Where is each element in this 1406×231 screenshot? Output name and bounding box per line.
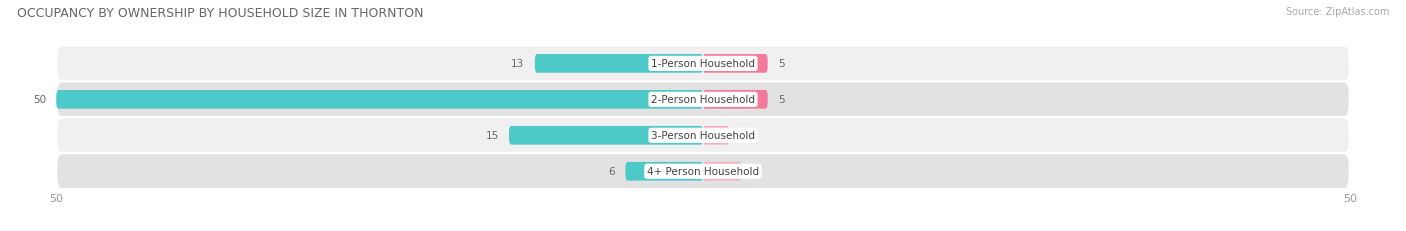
FancyBboxPatch shape	[56, 82, 1350, 118]
FancyBboxPatch shape	[534, 55, 703, 73]
FancyBboxPatch shape	[703, 126, 728, 145]
Text: 5: 5	[778, 95, 785, 105]
Text: 15: 15	[485, 131, 499, 141]
Text: 6: 6	[609, 167, 614, 176]
Text: 13: 13	[512, 59, 524, 69]
Text: 1-Person Household: 1-Person Household	[651, 59, 755, 69]
FancyBboxPatch shape	[509, 126, 703, 145]
Text: 3: 3	[752, 167, 759, 176]
Text: 5: 5	[778, 59, 785, 69]
Text: 3-Person Household: 3-Person Household	[651, 131, 755, 141]
FancyBboxPatch shape	[56, 91, 703, 109]
Text: 2: 2	[740, 131, 745, 141]
FancyBboxPatch shape	[703, 162, 742, 181]
Text: 4+ Person Household: 4+ Person Household	[647, 167, 759, 176]
Text: Source: ZipAtlas.com: Source: ZipAtlas.com	[1285, 7, 1389, 17]
FancyBboxPatch shape	[703, 91, 768, 109]
Text: OCCUPANCY BY OWNERSHIP BY HOUSEHOLD SIZE IN THORNTON: OCCUPANCY BY OWNERSHIP BY HOUSEHOLD SIZE…	[17, 7, 423, 20]
FancyBboxPatch shape	[56, 46, 1350, 82]
Text: 2-Person Household: 2-Person Household	[651, 95, 755, 105]
FancyBboxPatch shape	[626, 162, 703, 181]
FancyBboxPatch shape	[703, 55, 768, 73]
Text: 50: 50	[32, 95, 46, 105]
FancyBboxPatch shape	[56, 154, 1350, 189]
FancyBboxPatch shape	[56, 118, 1350, 154]
